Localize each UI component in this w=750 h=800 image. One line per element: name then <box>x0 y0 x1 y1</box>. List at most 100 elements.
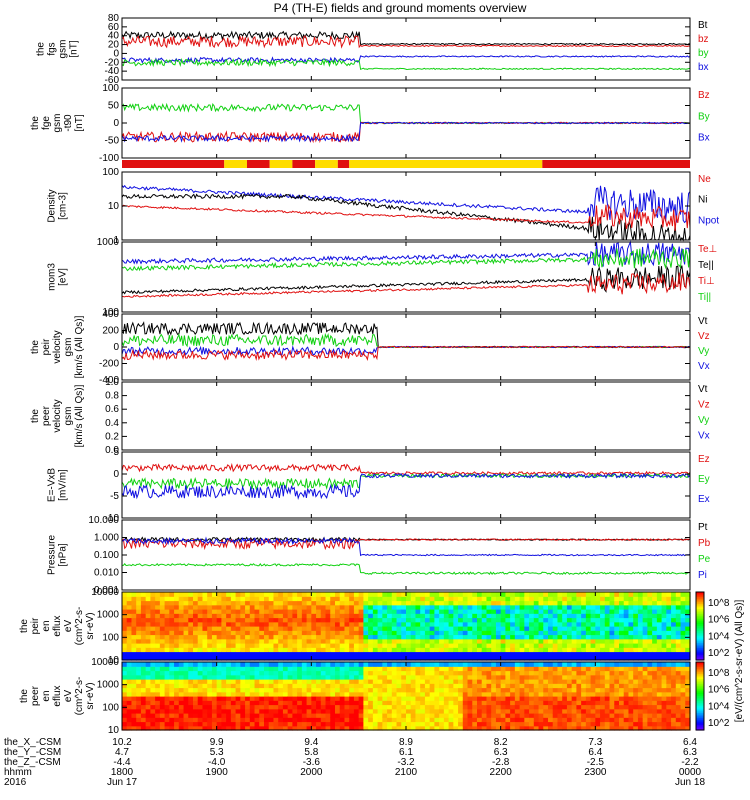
heatmap-cell <box>278 613 284 619</box>
heatmap-cell <box>339 600 346 606</box>
y-tick-label: -100 <box>99 153 119 164</box>
heatmap-cell <box>221 651 227 657</box>
heatmap-cell <box>467 634 473 640</box>
heatmap-cell <box>140 621 147 627</box>
heatmap-cell <box>311 700 317 706</box>
heatmap-cell <box>363 683 369 689</box>
heatmap-cell <box>585 696 592 701</box>
heatmap-cell <box>524 651 530 657</box>
heatmap-cell <box>377 674 383 680</box>
heatmap-cell <box>207 655 213 661</box>
heatmap-cell <box>680 592 686 597</box>
heatmap-cell <box>680 634 686 640</box>
heatmap-cell <box>538 696 544 701</box>
heatmap-cell <box>169 613 175 619</box>
heatmap-cell <box>372 596 379 602</box>
heatmap-cell <box>264 683 270 689</box>
heatmap-cell <box>491 638 497 644</box>
heatmap-cell <box>197 638 204 644</box>
heatmap-cell <box>453 683 459 689</box>
heatmap-cell <box>637 630 644 636</box>
heatmap-cell <box>581 592 587 597</box>
heatmap-cell <box>249 666 256 672</box>
heatmap-cell <box>505 704 511 710</box>
heatmap-cell <box>140 674 147 680</box>
heatmap-cell <box>486 721 492 727</box>
heatmap-cell <box>666 592 672 597</box>
y-axis-label: E=-VxB[mV/m] <box>47 468 69 503</box>
heatmap-cell <box>401 638 407 644</box>
y-tick-label: 0.8 <box>105 391 119 402</box>
heatmap-cell <box>259 638 265 644</box>
heatmap-cell <box>382 638 388 644</box>
y-axis-label-line: [nPa] <box>58 543 69 567</box>
heatmap-cell <box>292 613 298 619</box>
colorbar-cell <box>696 610 704 613</box>
heatmap-cell <box>481 700 488 706</box>
heatmap-cell <box>320 626 327 631</box>
heatmap-cell <box>216 613 222 619</box>
series-line-1 <box>121 121 691 144</box>
heatmap-cell <box>439 717 445 723</box>
heatmap-cell <box>680 674 686 680</box>
heatmap-cell <box>467 643 473 648</box>
heatmap-cell <box>675 634 682 640</box>
heatmap-cell <box>671 721 677 727</box>
heatmap-cell <box>666 683 672 689</box>
heatmap-cell <box>458 613 464 619</box>
heatmap-cell <box>566 613 573 619</box>
heatmap-cell <box>448 717 454 723</box>
heatmap-cell <box>174 721 180 727</box>
heatmap-cell <box>254 634 260 640</box>
heatmap-cell <box>330 708 336 714</box>
heatmap-cell <box>264 604 270 610</box>
heatmap-cell <box>600 647 606 653</box>
heatmap-cell <box>420 604 426 610</box>
heatmap-cell <box>462 604 469 610</box>
heatmap-cell <box>292 630 298 636</box>
heatmap-cell <box>353 634 360 640</box>
heatmap-cell <box>595 647 601 653</box>
heatmap-cell <box>552 643 559 648</box>
heatmap-cell <box>122 638 128 644</box>
heatmap-cell <box>675 592 682 597</box>
heatmap-cell <box>164 604 170 610</box>
heatmap-cell <box>207 679 213 684</box>
heatmap-cell <box>671 687 677 693</box>
heatmap-cell <box>590 638 596 644</box>
heatmap-cell <box>197 634 204 640</box>
heatmap-cell <box>472 662 478 667</box>
heatmap-cell <box>420 638 426 644</box>
heatmap-cell <box>353 592 360 597</box>
heatmap-cell <box>382 592 388 597</box>
heatmap-cell <box>353 721 360 727</box>
x-axis-value: -4.4 <box>113 757 131 768</box>
heatmap-cell <box>585 626 592 631</box>
x-axis-value: 7.3 <box>588 737 602 748</box>
heatmap-cell <box>529 717 535 723</box>
legend-entry: Vz <box>698 331 710 342</box>
heatmap-cell <box>439 604 445 610</box>
heatmap-cell <box>524 592 530 597</box>
heatmap-cell <box>595 662 601 667</box>
heatmap-cell <box>538 670 544 676</box>
heatmap-cell <box>372 630 379 636</box>
heatmap-cell <box>505 683 511 689</box>
heatmap-cell <box>358 670 364 676</box>
y-tick-label: 80 <box>108 13 120 24</box>
heatmap-cell <box>576 621 582 627</box>
heatmap-cell <box>169 604 175 610</box>
heatmap-cell <box>609 687 615 693</box>
heatmap-cell <box>344 721 350 727</box>
heatmap-cell <box>680 613 686 619</box>
heatmap-cell <box>278 596 284 602</box>
heatmap-cell <box>320 721 327 727</box>
heatmap-cell <box>178 651 185 657</box>
heatmap-cell <box>675 674 682 680</box>
heatmap-cell <box>562 691 568 697</box>
heatmap-cell <box>439 721 445 727</box>
heatmap-cell <box>429 725 435 731</box>
heatmap-cell <box>164 679 170 684</box>
heatmap-cell <box>211 626 218 631</box>
heatmap-cell <box>391 670 398 676</box>
